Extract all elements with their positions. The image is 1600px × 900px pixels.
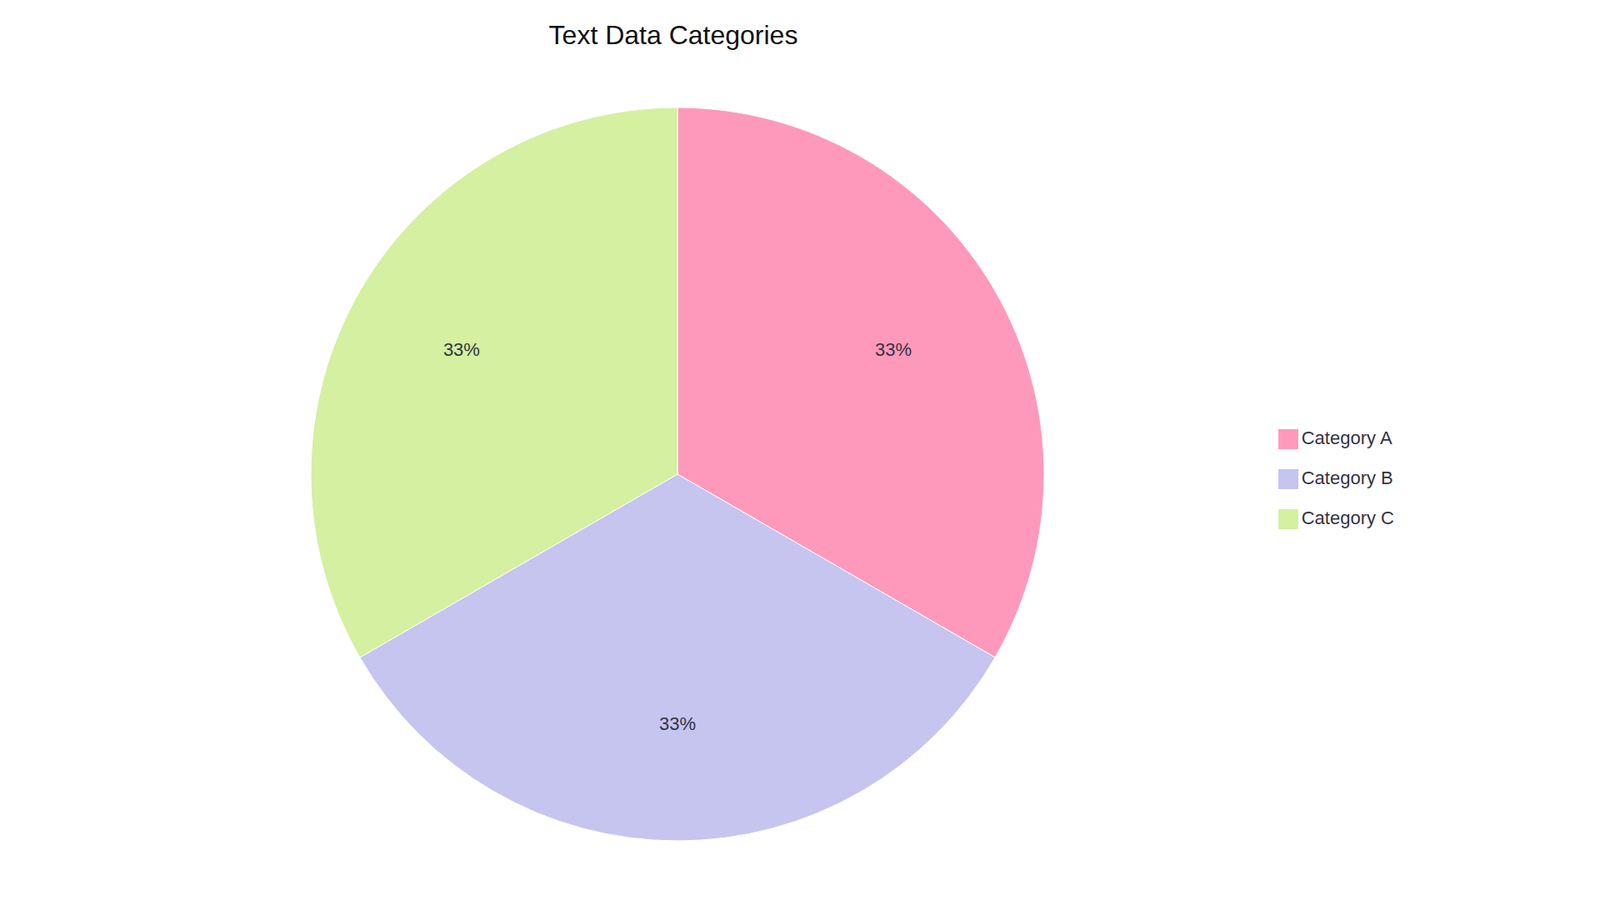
svg-text:33%: 33%	[443, 339, 480, 360]
svg-text:33%: 33%	[659, 713, 696, 735]
svg-text:33%: 33%	[875, 339, 912, 360]
html-text:Category C: Category C	[1301, 507, 1395, 529]
html-text:Category A: Category A	[1301, 427, 1393, 449]
html-text:Category B: Category B	[1301, 467, 1394, 489]
html-text:Text Data Categories: Text Data Categories	[548, 20, 798, 50]
